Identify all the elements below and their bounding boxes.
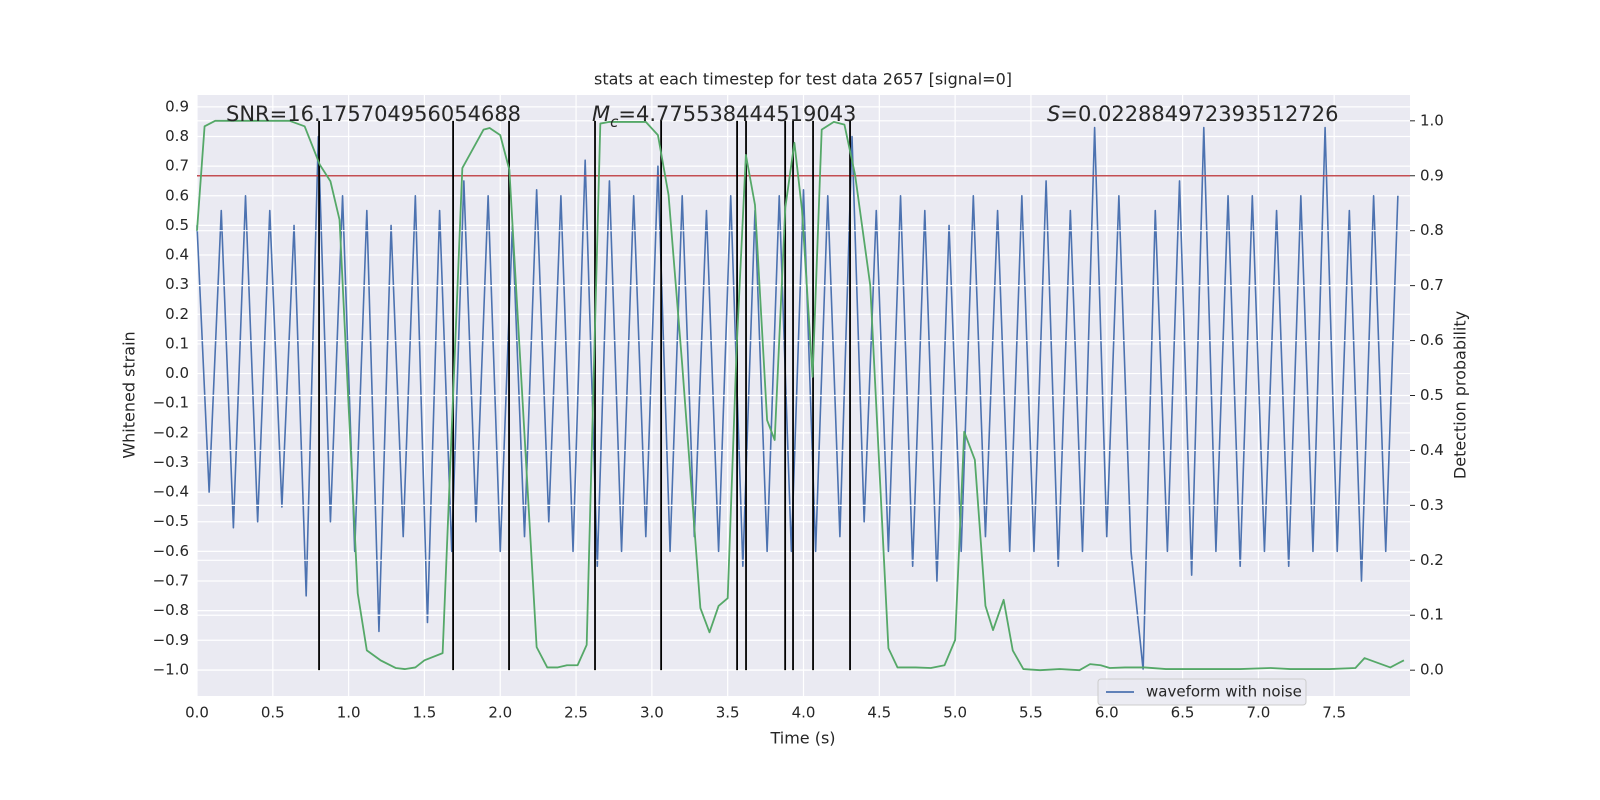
annotation: Mc=4.775538444519043	[592, 102, 856, 131]
y-tick-label: 0.1	[165, 334, 189, 352]
y-tick-label: 0.9	[165, 97, 189, 115]
y2-tick-label: 0.3	[1420, 496, 1444, 514]
y-tick-label: −1.0	[153, 660, 189, 678]
legend-label: waveform with noise	[1146, 683, 1302, 701]
y-tick-label: −0.3	[153, 453, 189, 471]
y2-tick-label: 0.0	[1420, 661, 1444, 679]
y2-tick-label: 0.5	[1420, 386, 1444, 404]
y-tick-label: 0.2	[165, 305, 189, 323]
x-tick-label: 6.0	[1095, 704, 1119, 722]
y-tick-label: −0.7	[153, 572, 189, 590]
annotation-symbol: M	[592, 102, 610, 126]
y-tick-label: −0.4	[153, 483, 189, 501]
x-tick-label: 7.5	[1322, 704, 1346, 722]
x-tick-label: 3.5	[716, 704, 740, 722]
y-tick-label: 0.8	[165, 127, 189, 145]
y-tick-label: 0.4	[165, 246, 189, 264]
y2-tick-label: 1.0	[1420, 111, 1444, 129]
x-tick-label: 0.0	[185, 704, 209, 722]
y-tick-label: −0.9	[153, 631, 189, 649]
y2-tick-label: 0.8	[1420, 221, 1444, 239]
y-tick-label: 0.5	[165, 216, 189, 234]
annotation-symbol: S	[1047, 102, 1060, 126]
x-tick-label: 7.0	[1246, 704, 1270, 722]
y2-axis-label: Detection probability	[1451, 311, 1470, 479]
y-tick-label: −0.5	[153, 512, 189, 530]
y-tick-label: −0.6	[153, 542, 189, 560]
legend-box	[1097, 678, 1307, 706]
x-axis-label: Time (s)	[769, 729, 835, 748]
y2-tick-label: 0.2	[1420, 551, 1444, 569]
x-tick-label: 3.0	[640, 704, 664, 722]
y2-tick-label: 0.7	[1420, 276, 1444, 294]
x-tick-label: 1.5	[413, 704, 437, 722]
annotation-subscript: c	[610, 113, 619, 131]
waveform-line	[196, 126, 1399, 671]
y-tick-label: 0.6	[165, 186, 189, 204]
y-tick-label: 0.7	[165, 157, 189, 175]
y-tick-label: −0.1	[153, 394, 189, 412]
x-tick-label: 2.5	[564, 704, 588, 722]
y2-tick-label: 0.6	[1420, 331, 1444, 349]
annotation-text: =0.022884972393512726	[1060, 102, 1338, 126]
x-tick-label: 4.5	[867, 704, 891, 722]
annotation: SNR=16.175704956054688	[226, 102, 521, 126]
y2-tick-label: 0.4	[1420, 441, 1444, 459]
x-tick-label: 4.0	[792, 704, 816, 722]
x-tick-label: 5.0	[943, 704, 967, 722]
y2-tick-label: 0.1	[1420, 606, 1444, 624]
x-tick-label: 0.5	[261, 704, 285, 722]
y-tick-label: 0.0	[165, 364, 189, 382]
probability-line	[196, 119, 1405, 672]
x-tick-label: 1.0	[337, 704, 361, 722]
y-tick-label: −0.2	[153, 423, 189, 441]
annotation-text: =4.775538444519043	[618, 102, 856, 126]
x-tick-label: 2.0	[488, 704, 512, 722]
y-axis-label: Whitened strain	[120, 331, 139, 458]
y-tick-label: −0.8	[153, 601, 189, 619]
x-tick-label: 5.5	[1019, 704, 1043, 722]
y2-tick-label: 0.9	[1420, 166, 1444, 184]
x-tick-label: 6.5	[1171, 704, 1195, 722]
chart-title: stats at each timestep for test data 265…	[594, 70, 1012, 89]
annotation-text: SNR=16.175704956054688	[226, 102, 521, 126]
annotation: S=0.022884972393512726	[1047, 102, 1338, 126]
y-tick-label: 0.3	[165, 275, 189, 293]
